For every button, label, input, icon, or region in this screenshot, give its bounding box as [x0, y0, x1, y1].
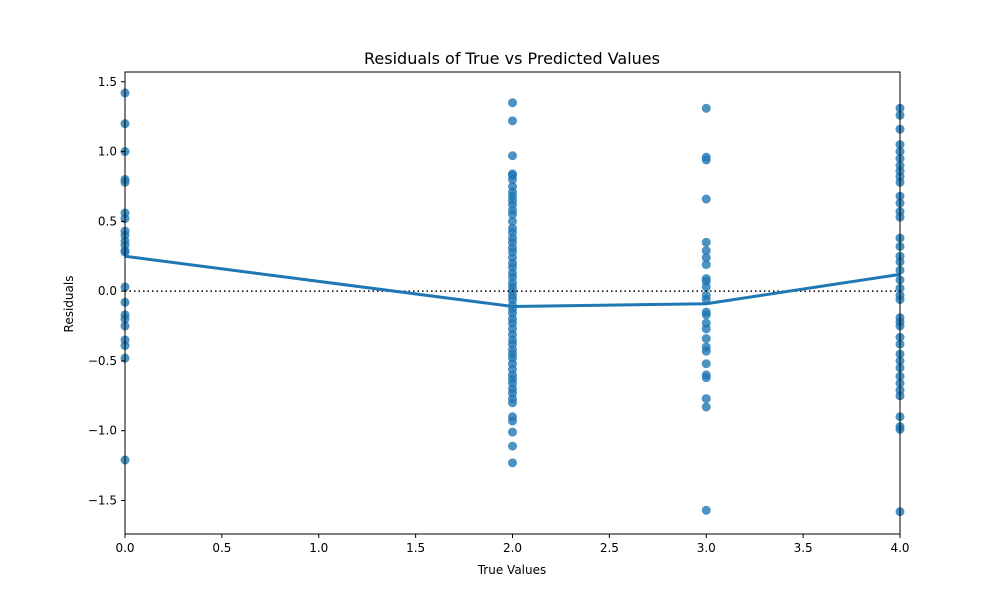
- x-tick-label: 4.0: [890, 541, 909, 555]
- y-tick-label: −1.5: [88, 494, 117, 508]
- data-point: [508, 174, 517, 184]
- plot-area: [120, 88, 905, 517]
- x-axis: 0.0 0.5 1.0 1.5 2.0 2.5 3.0 3.5 4.0: [115, 534, 910, 555]
- y-tick-label: 0.0: [98, 284, 117, 298]
- data-point: [701, 253, 711, 263]
- data-point: [508, 458, 517, 468]
- x-tick-label: 0.0: [115, 541, 134, 555]
- scatter-points: [120, 88, 905, 517]
- data-point: [701, 505, 711, 515]
- data-point: [701, 359, 711, 369]
- y-tick-label: 1.0: [98, 145, 117, 159]
- data-point: [508, 216, 517, 226]
- data-point: [701, 155, 711, 165]
- data-point: [701, 346, 711, 356]
- data-point: [508, 427, 517, 437]
- data-point: [701, 373, 711, 383]
- chart-title: Residuals of True vs Predicted Values: [364, 49, 660, 68]
- data-point: [701, 402, 711, 412]
- data-point: [508, 98, 517, 108]
- x-tick-label: 1.0: [309, 541, 328, 555]
- data-point: [701, 246, 711, 256]
- x-tick-label: 0.5: [212, 541, 231, 555]
- data-point: [701, 260, 711, 270]
- data-point: [508, 209, 517, 219]
- data-point: [701, 394, 711, 404]
- data-point: [701, 324, 711, 334]
- x-tick-label: 3.5: [794, 541, 813, 555]
- x-tick-label: 2.5: [600, 541, 619, 555]
- data-point: [701, 334, 711, 344]
- x-tick-label: 2.0: [503, 541, 522, 555]
- data-point: [701, 237, 711, 247]
- data-point: [508, 116, 517, 126]
- trend-line: [124, 254, 901, 308]
- data-point: [701, 295, 711, 305]
- data-point: [701, 282, 711, 292]
- y-axis: 1.5 1.0 0.5 0.0 −0.5 −1.0 −1.5: [88, 75, 125, 508]
- y-tick-label: −1.0: [88, 424, 117, 438]
- data-point: [701, 194, 711, 204]
- data-point: [508, 416, 517, 426]
- data-point: [701, 103, 711, 113]
- y-tick-label: 0.5: [98, 214, 117, 228]
- x-tick-label: 1.5: [406, 541, 425, 555]
- data-point: [508, 151, 517, 161]
- x-axis-label: True Values: [477, 563, 547, 577]
- data-point: [508, 398, 517, 408]
- data-point: [508, 441, 517, 451]
- x-tick-label: 3.0: [697, 541, 716, 555]
- data-point: [701, 310, 711, 320]
- y-tick-label: 1.5: [98, 75, 117, 89]
- y-axis-label: Residuals: [62, 276, 76, 333]
- y-tick-label: −0.5: [88, 354, 117, 368]
- trend-line-layer: [124, 254, 901, 308]
